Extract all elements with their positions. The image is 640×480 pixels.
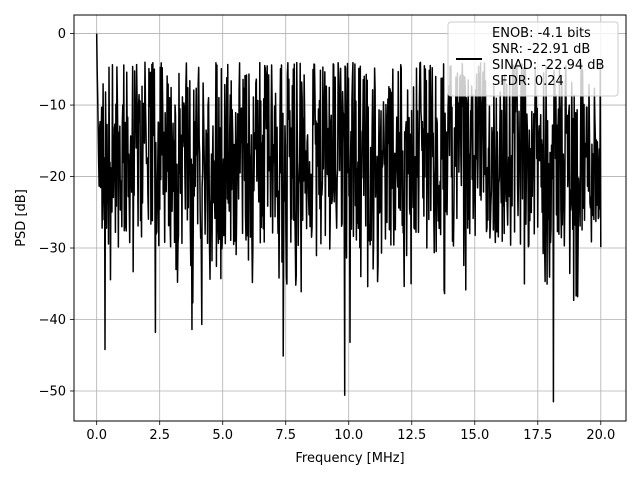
y-tick-label: −50 <box>39 384 66 399</box>
legend-label-line: SINAD: -22.94 dB <box>492 58 604 73</box>
x-axis: 0.0 2.5 5.0 7.5 10.0 12.5 15.0 17.5 20.0 <box>86 421 615 443</box>
x-tick-label: 2.5 <box>149 428 170 443</box>
legend-label-line: SNR: -22.91 dB <box>492 42 590 57</box>
y-axis-label: PSD [dB] <box>14 189 29 247</box>
legend-box <box>447 21 619 97</box>
y-tick-label: −20 <box>39 170 66 185</box>
x-tick-label: 17.5 <box>523 428 552 443</box>
legend-label-line: SFDR: 0.24 <box>492 74 564 89</box>
y-tick-label: −40 <box>39 313 66 328</box>
x-tick-label: 12.5 <box>397 428 426 443</box>
y-axis: 0 −10 −20 −30 −40 −50 <box>39 27 74 399</box>
x-axis-label: Frequency [MHz] <box>295 451 404 466</box>
x-tick-label: 5.0 <box>212 428 233 443</box>
legend-label-line: ENOB: -4.1 bits <box>492 26 591 41</box>
plot-frame <box>73 14 627 422</box>
x-tick-label: 7.5 <box>275 428 296 443</box>
x-tick-label: 20.0 <box>586 428 615 443</box>
y-tick-label: 0 <box>58 27 66 42</box>
x-tick-label: 0.0 <box>86 428 107 443</box>
x-tick-label: 15.0 <box>460 428 489 443</box>
y-tick-label: −30 <box>39 242 66 257</box>
y-tick-label: −10 <box>39 99 66 114</box>
x-tick-label: 10.0 <box>334 428 363 443</box>
